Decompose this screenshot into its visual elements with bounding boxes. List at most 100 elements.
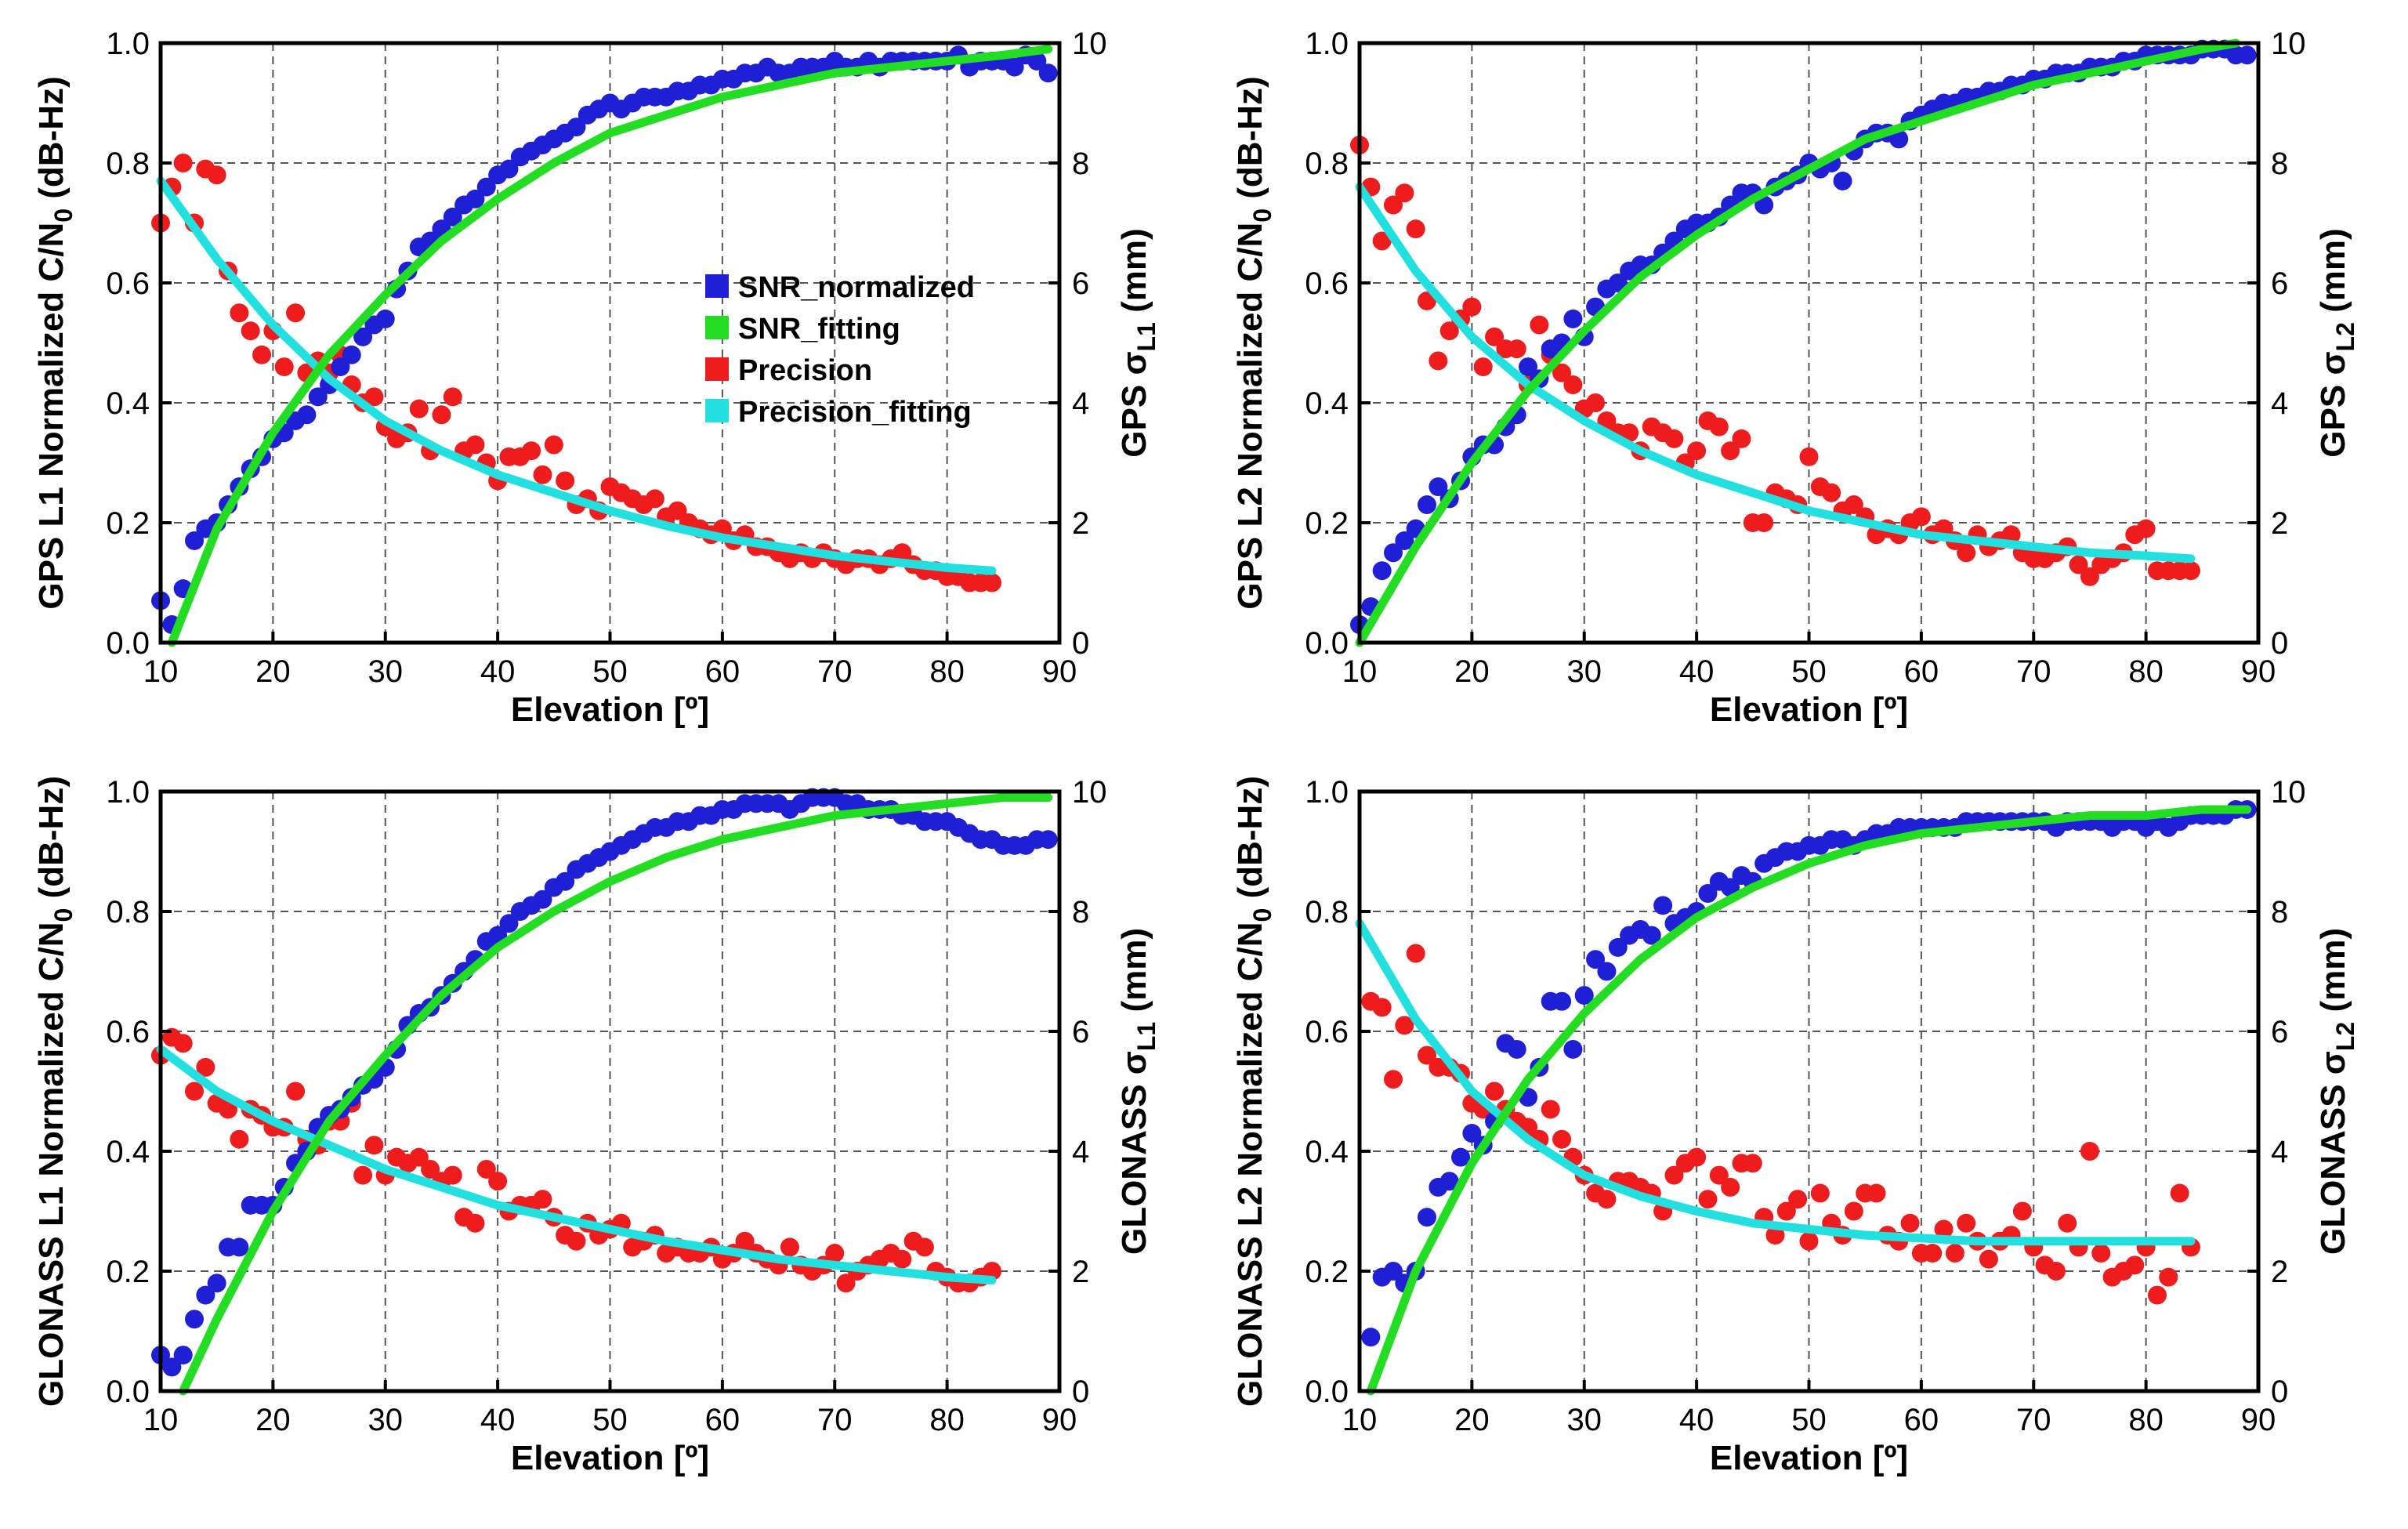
precision-point — [1384, 1070, 1403, 1089]
precision-point — [1945, 1244, 1964, 1263]
y-left-tick-label: 1.0 — [1305, 27, 1349, 61]
y-left-axis-title-subscript: 0 — [1248, 208, 1276, 223]
precision-point — [286, 303, 306, 323]
precision-point — [1754, 513, 1774, 532]
snr-normalized-point — [1429, 477, 1448, 497]
grid — [161, 43, 1059, 643]
precision-point — [353, 1165, 373, 1185]
precision-point — [2181, 561, 2200, 581]
precision-point — [173, 154, 193, 172]
snr-normalized-point — [465, 189, 485, 208]
x-tick-label: 80 — [929, 654, 965, 689]
snr-normalized-point — [1361, 1328, 1381, 1347]
snr-fitting-line — [1355, 38, 2240, 647]
precision-point — [1439, 321, 1459, 341]
snr-normalized-point — [1372, 561, 1392, 581]
precision-point — [544, 435, 563, 455]
x-tick-label: 10 — [1342, 1403, 1378, 1437]
precision-point — [1418, 1045, 1437, 1065]
precision-point — [556, 471, 575, 491]
precision-point — [207, 165, 226, 185]
precision-point — [1844, 1201, 1863, 1221]
precision-point — [432, 405, 451, 425]
precision-point — [443, 387, 462, 407]
y-right-tick-label: 4 — [1072, 1135, 1089, 1169]
y-left-axis-title-subscript: 0 — [49, 208, 78, 223]
snr-normalized-point — [1552, 991, 1572, 1011]
precision-point — [2001, 525, 2021, 545]
precision-point — [1822, 483, 1841, 502]
precision-point — [409, 399, 429, 418]
y-left-axis-title-subscript: 0 — [49, 908, 78, 922]
y-right-axis-title-tail: (mm) — [1115, 228, 1153, 322]
y-right-axis-title-tail: (mm) — [2314, 228, 2352, 322]
legend-swatch — [705, 357, 729, 381]
y-left-axis-title: GLONASS L1 Normalized C/N0 (dB-Hz) — [32, 776, 78, 1407]
x-tick-label: 50 — [592, 1403, 628, 1437]
precision-point — [1687, 1147, 1707, 1167]
precision-point — [1799, 1231, 1819, 1251]
snr-normalized-point — [1653, 896, 1673, 915]
y-left-tick-label: 0.2 — [1305, 1255, 1349, 1289]
precision-point — [1395, 183, 1414, 203]
precision-point — [1586, 393, 1606, 412]
snr-normalized-series — [151, 788, 1058, 1377]
x-tick-label: 60 — [705, 654, 741, 689]
y-left-tick-label: 0.2 — [1305, 506, 1349, 541]
snr-normalized-point — [173, 1346, 193, 1365]
snr-normalized-point — [196, 1285, 215, 1305]
precision-series — [1361, 944, 2200, 1305]
y-left-tick-label: 1.0 — [106, 775, 150, 810]
precision-point — [1552, 1129, 1572, 1149]
y-left-tick-label: 0.6 — [106, 1015, 150, 1049]
x-tick-label: 80 — [929, 1403, 965, 1437]
precision-point — [1552, 363, 1572, 382]
x-tick-label: 50 — [1791, 1403, 1827, 1437]
snr-normalized-point — [1462, 1124, 1482, 1143]
precision-point — [982, 573, 1001, 592]
y-right-tick-label: 0 — [1072, 1375, 1089, 1409]
y-right-tick-label: 2 — [2271, 1255, 2288, 1289]
snr-fitting-line — [179, 793, 1053, 1396]
x-tick-label: 10 — [143, 1403, 179, 1437]
precision-point — [825, 1244, 845, 1263]
x-tick-label: 40 — [1679, 1403, 1715, 1437]
snr-normalized-point — [1038, 830, 1058, 850]
x-tick-label: 80 — [2128, 654, 2164, 689]
precision-point — [836, 1274, 856, 1293]
legend-label: Precision — [738, 354, 872, 387]
x-tick-label: 50 — [592, 654, 628, 689]
x-tick-label: 70 — [817, 654, 853, 689]
precision-point — [1844, 495, 1863, 515]
precision-point — [1384, 195, 1403, 215]
precision-point — [533, 1190, 552, 1209]
y-right-axis-title-subscript: L2 — [2331, 1022, 2359, 1051]
y-left-tick-label: 0.8 — [1305, 147, 1349, 181]
precision-point — [522, 441, 541, 461]
y-right-axis-title-main: GPS σ — [2314, 351, 2352, 457]
y-right-tick-label: 0 — [1072, 626, 1089, 661]
x-tick-label: 20 — [1454, 654, 1490, 689]
legend: SNR_normalized SNR_fitting Precision Precis… — [705, 271, 975, 429]
precision-point — [645, 489, 664, 509]
snr-fitting-line — [1366, 805, 2252, 1396]
snr-normalized-point — [342, 345, 361, 364]
precision-point — [1664, 1165, 1684, 1185]
x-tick-label: 80 — [2128, 1403, 2164, 1437]
precision-point — [2012, 1201, 2032, 1221]
precision-point — [1979, 1249, 1998, 1269]
precision-point — [2080, 1142, 2099, 1161]
y-left-tick-label: 0.4 — [1305, 386, 1349, 421]
x-axis-title: Elevation [º] — [511, 1439, 709, 1477]
precision-point — [1911, 507, 1931, 527]
x-tick-label: 10 — [1342, 654, 1378, 689]
y-left-tick-label: 1.0 — [106, 27, 150, 61]
precision-point — [364, 1136, 384, 1155]
precision-point — [668, 501, 687, 520]
precision-point — [1776, 1201, 1796, 1221]
snr-normalized-point — [1698, 884, 1718, 904]
y-right-axis-title-subscript: L2 — [2331, 322, 2359, 351]
snr-normalized-point — [162, 1357, 182, 1377]
y-right-tick-label: 2 — [1072, 506, 1089, 541]
